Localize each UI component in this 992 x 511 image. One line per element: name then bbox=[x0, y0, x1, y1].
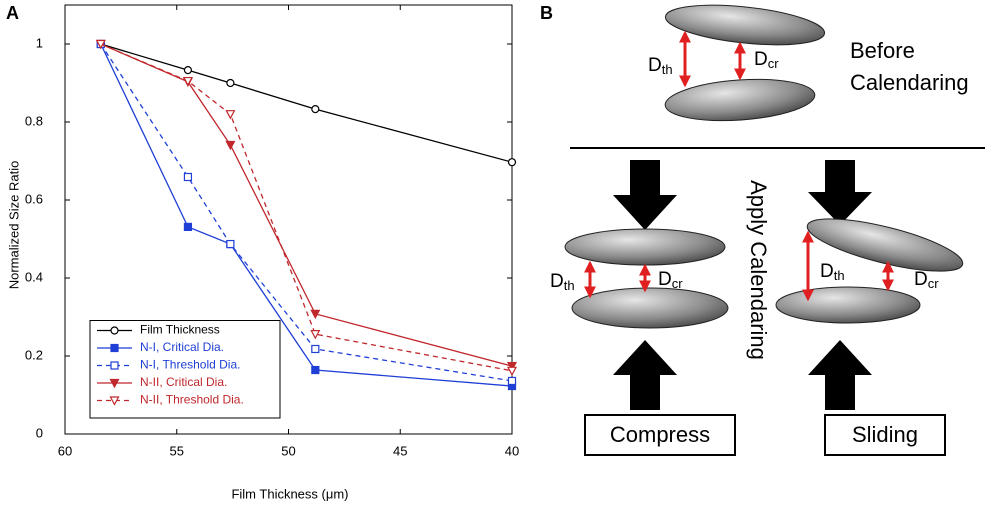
y-tick-label: 0.6 bbox=[25, 191, 43, 206]
marker bbox=[507, 362, 517, 372]
sliding-label: Sliding bbox=[852, 422, 918, 447]
d-th-label: Dth bbox=[550, 271, 575, 293]
legend-marker bbox=[110, 361, 119, 370]
series-line bbox=[100, 43, 513, 163]
marker bbox=[183, 172, 193, 182]
x-tick-label: 55 bbox=[170, 443, 184, 458]
marker bbox=[311, 105, 320, 114]
legend-label: N-II, Critical Dia. bbox=[140, 375, 227, 389]
particle bbox=[664, 78, 816, 122]
legend-marker bbox=[109, 378, 120, 389]
x-tick-label: 40 bbox=[505, 443, 519, 458]
marker bbox=[507, 158, 517, 167]
marker bbox=[183, 222, 193, 232]
marker bbox=[310, 330, 321, 340]
y-tick-label: 0.4 bbox=[25, 269, 43, 284]
chart-a: A Film Thickness (μm) Normalized Size Ra… bbox=[6, 3, 519, 502]
marker bbox=[310, 309, 321, 320]
legend-box bbox=[89, 320, 281, 419]
press-arrow bbox=[613, 340, 677, 410]
marker bbox=[225, 140, 236, 151]
legend-label: N-I, Critical Dia. bbox=[140, 340, 224, 354]
marker bbox=[507, 366, 517, 377]
marker bbox=[225, 110, 236, 120]
marker bbox=[182, 76, 193, 87]
diagram-b: B Dth Dcr Before Calendaring Dth Dcr Com… bbox=[540, 3, 985, 456]
x-tick-label: 60 bbox=[58, 443, 72, 458]
marker bbox=[95, 39, 106, 50]
marker bbox=[183, 66, 193, 75]
label-box bbox=[824, 414, 946, 456]
d-th-label: Dth bbox=[820, 261, 845, 283]
marker bbox=[311, 344, 320, 354]
y-tick-label: 1 bbox=[36, 35, 43, 50]
label-box bbox=[584, 414, 736, 456]
legend-marker bbox=[110, 326, 119, 335]
press-arrow bbox=[808, 160, 872, 225]
legend: Film Thickness N-I, Critical Dia. N-I, Thr… bbox=[89, 320, 281, 419]
particle bbox=[775, 286, 921, 324]
x-tick-label: 50 bbox=[281, 443, 295, 458]
marker bbox=[226, 78, 235, 88]
legend-marker bbox=[109, 396, 120, 406]
before-label: Before bbox=[850, 38, 915, 63]
legend-label: N-II, Threshold Dia. bbox=[140, 393, 244, 407]
particle bbox=[664, 4, 826, 46]
particle bbox=[571, 287, 729, 329]
panel-label: A bbox=[6, 3, 19, 23]
x-tick-label: 45 bbox=[393, 443, 407, 458]
y-tick-label: 0.8 bbox=[25, 113, 43, 128]
press-arrow bbox=[808, 340, 872, 410]
before-label: Calendaring bbox=[850, 70, 969, 95]
y-tick-label: 0.2 bbox=[25, 347, 43, 362]
marker bbox=[226, 239, 235, 249]
d-th-label: Dth bbox=[648, 55, 673, 77]
marker bbox=[311, 365, 320, 375]
legend-marker bbox=[110, 343, 119, 353]
marker bbox=[507, 376, 517, 386]
legend-label: N-I, Threshold Dia. bbox=[140, 358, 240, 372]
y-axis-title: Normalized Size Ratio bbox=[6, 161, 21, 290]
panel-label: B bbox=[540, 3, 553, 23]
compress-label: Compress bbox=[610, 422, 710, 447]
x-axis-title: Film Thickness (μm) bbox=[231, 486, 348, 501]
particle bbox=[564, 228, 726, 266]
series-line bbox=[100, 43, 513, 367]
d-cr-label: Dcr bbox=[914, 269, 939, 291]
legend-label: Film Thickness bbox=[140, 323, 220, 337]
particle bbox=[806, 218, 964, 272]
d-cr-label: Dcr bbox=[658, 269, 683, 291]
press-arrow bbox=[613, 160, 677, 230]
y-tick-label: 0 bbox=[36, 425, 43, 440]
apply-label: Apply Calendaring bbox=[746, 180, 771, 360]
d-cr-label: Dcr bbox=[754, 49, 779, 71]
